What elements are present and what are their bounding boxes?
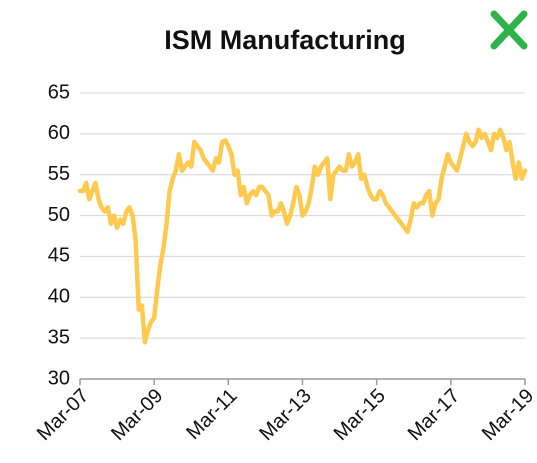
y-tick-label: 45 [48,245,70,267]
y-tick-label: 55 [48,163,70,185]
x-tick-label: Mar-11 [182,385,241,444]
y-tick-label: 65 [48,81,70,103]
data-line [77,127,528,345]
x-tick-label: Mar-15 [330,385,390,445]
x-tick-label: Mar-07 [33,385,93,445]
y-tick-label: 35 [48,326,70,348]
y-tick-label: 50 [48,204,70,226]
x-tick-label: Mar-09 [107,385,167,445]
x-tick-label: Mar-17 [404,385,464,445]
y-tick-label: 60 [48,122,70,144]
chart-title: ISM Manufacturing [164,25,406,55]
y-tick-label: 30 [48,367,70,389]
x-tick-label: Mar-19 [478,385,537,445]
close-icon [490,10,528,50]
y-tick-label: 40 [48,286,70,308]
x-tick-label: Mar-13 [255,385,315,445]
